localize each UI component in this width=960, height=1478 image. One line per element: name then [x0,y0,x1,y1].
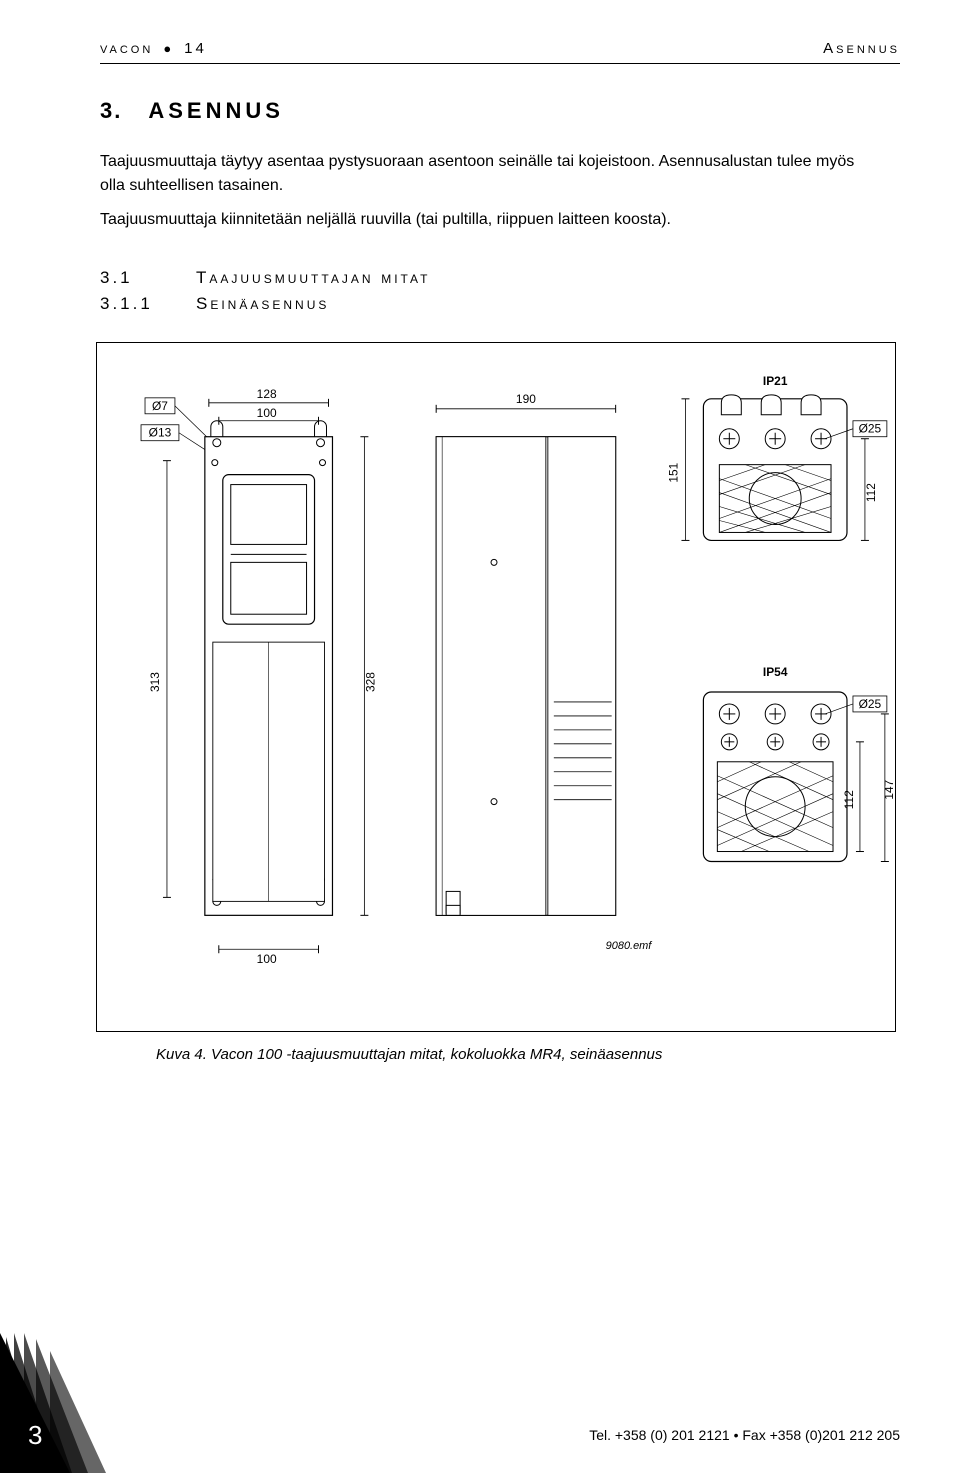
dim-328: 328 [363,672,377,692]
ip21-label: IP21 [763,374,788,388]
page-corner: 3 [0,1333,120,1473]
technical-drawing: 128 100 Ø7 Ø13 [96,342,896,1032]
sub-num: 3.1.1 [100,294,158,314]
dim-151: 151 [666,462,680,482]
subsection-3-1-1: 3.1.1 Seinäasennus [100,294,900,314]
subsection-3-1: 3.1 Taajuusmuuttajan mitat [100,268,900,288]
dim-313: 313 [148,672,162,692]
sub-title: Seinäasennus [196,294,329,314]
dia-13: Ø13 [149,426,172,440]
dim-100a: 100 [257,406,277,420]
dim-147: 147 [882,779,895,799]
dim-112b: 112 [842,790,856,809]
page: vacon ● 14 Asennus 3. Asennus Taajuusmuu… [0,0,960,1473]
header-left: vacon ● 14 [100,40,207,57]
ip54-label: IP54 [763,665,788,679]
dim-100b: 100 [257,952,277,966]
sub-num: 3.1 [100,268,158,288]
drawing-svg: 128 100 Ø7 Ø13 [97,343,895,1031]
page-header: vacon ● 14 Asennus [100,40,900,64]
header-page-num: 14 [184,40,207,57]
dia-25b: Ø25 [859,697,882,711]
footer-contact: Tel. +358 (0) 201 2121 • Fax +358 (0)201… [589,1427,900,1443]
header-section: Asennus [823,40,900,57]
section-number: 3. [100,98,122,124]
paragraph-2: Taajuusmuuttaja kiinnitetään neljällä ru… [100,208,880,232]
emf-label: 9080.emf [606,940,653,952]
dia-25a: Ø25 [859,422,882,436]
dim-112a: 112 [864,483,878,502]
section-title: 3. Asennus [100,98,900,124]
big-page-number: 3 [28,1420,42,1451]
dim-128: 128 [257,387,277,401]
paragraph-1: Taajuusmuuttaja täytyy asentaa pystysuor… [100,150,880,198]
sub-title: Taajuusmuuttajan mitat [196,268,430,288]
dim-190: 190 [516,392,536,406]
figure-caption: Kuva 4. Vacon 100 -taajuusmuuttajan mita… [156,1046,900,1063]
bullet-icon: ● [163,41,174,56]
brand-name: vacon [100,40,153,57]
dia-7: Ø7 [152,399,168,413]
section-name: Asennus [148,98,284,124]
